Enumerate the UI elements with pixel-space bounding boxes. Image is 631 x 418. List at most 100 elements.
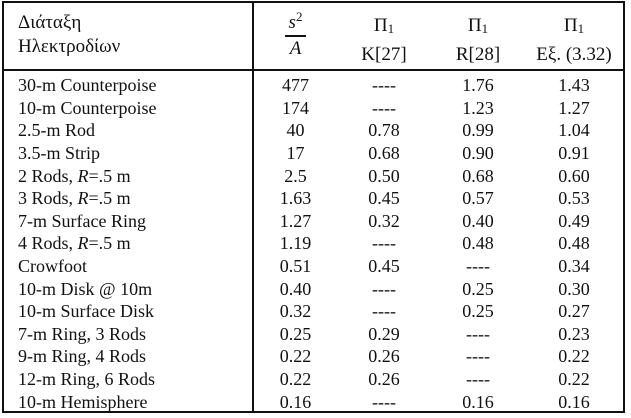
pi1-eq332-value-cell: 0.27 bbox=[558, 301, 590, 322]
pi1-eq332-value-cell: 0.53 bbox=[558, 188, 590, 209]
pi1-r28-value-cell: 0.40 bbox=[462, 210, 494, 231]
pi1-eq332-value-cell: 0.22 bbox=[558, 346, 590, 367]
s2a-value-cell: 477 bbox=[282, 75, 309, 96]
pi1-eq332-value-cell: 0.34 bbox=[558, 256, 590, 277]
header-col0-line2: Ηλεκτροδίων bbox=[18, 36, 121, 57]
fraction-denominator: A bbox=[289, 38, 302, 59]
pi1-r28-value-cell: 0.99 bbox=[462, 120, 494, 141]
pi1-r28-value-cell: 0.57 bbox=[462, 188, 494, 209]
table-row: 10-m Disk @ 10m 0.40 ---- 0.25 0.30 bbox=[4, 277, 623, 300]
electrode-name-cell: Crowfoot bbox=[4, 254, 254, 278]
s2a-value-cell: 0.22 bbox=[279, 369, 312, 390]
pi1-eq332-value-cell: 1.27 bbox=[558, 97, 590, 118]
electrode-name-cell: 2 Rods, R=.5 m bbox=[4, 164, 254, 187]
electrode-name-cell: 7-m Ring, 3 Rods bbox=[4, 322, 254, 346]
header-electrode-arrangement: Διάταξη Ηλεκτροδίων bbox=[4, 3, 254, 71]
header-col0-line1: Διάταξη bbox=[18, 12, 82, 33]
pi1-k27-value-cell: ---- bbox=[372, 301, 396, 322]
pi1-k27-value-cell: 0.26 bbox=[368, 346, 400, 367]
s2a-value-cell: 40 bbox=[286, 120, 305, 141]
electrode-name-cell: 10-m Surface Disk bbox=[4, 299, 254, 323]
pi1-k27-value-cell: ---- bbox=[372, 391, 396, 412]
s2a-value-cell: 0.51 bbox=[279, 256, 312, 277]
table-row: 9-m Ring, 4 Rods 0.22 0.26 ---- 0.22 bbox=[4, 345, 623, 368]
electrode-name-cell: 7-m Surface Ring bbox=[4, 209, 254, 233]
table-row: 3 Rods, R=.5 m 1.63 0.45 0.57 0.53 bbox=[4, 186, 623, 210]
electrode-name-cell: 4 Rods, R=.5 m bbox=[4, 232, 254, 255]
header-pi1-k27: Π1 K[27] bbox=[337, 3, 431, 71]
pi1-r28-value-cell: 0.16 bbox=[462, 391, 494, 412]
s2a-value-cell: 1.19 bbox=[279, 233, 312, 254]
pi1-eq332-value-cell: 1.04 bbox=[558, 120, 590, 141]
s2a-value-cell: 1.27 bbox=[279, 210, 312, 231]
table-row: 10-m Counterpoise 174 ---- 1.23 1.27 bbox=[4, 96, 623, 120]
s2a-value-cell: 0.32 bbox=[279, 301, 312, 322]
table-row: 30-m Counterpoise 477 ---- 1.76 1.43 bbox=[4, 70, 623, 97]
table-row: 10-m Hemisphere 0.16 ---- 0.16 0.16 bbox=[4, 390, 623, 413]
header-pi1-symbol: Π1 bbox=[373, 15, 395, 36]
table-row: Crowfoot 0.51 0.45 ---- 0.34 bbox=[4, 254, 623, 278]
electrode-name-cell: 10-m Hemisphere bbox=[4, 390, 254, 413]
table-row: 3.5-m Strip 17 0.68 0.90 0.91 bbox=[4, 141, 623, 165]
header-ref-k27: K[27] bbox=[361, 44, 407, 65]
table-row: 10-m Surface Disk 0.32 ---- 0.25 0.27 bbox=[4, 299, 623, 323]
pi1-k27-value-cell: 0.78 bbox=[368, 120, 400, 141]
electrode-name-cell: 2.5-m Rod bbox=[4, 119, 254, 142]
pi1-r28-value-cell: 0.25 bbox=[462, 301, 494, 322]
s2a-value-cell: 0.40 bbox=[279, 278, 312, 299]
pi1-r28-value-cell: 0.25 bbox=[462, 278, 494, 299]
header-pi1-r28: Π1 R[28] bbox=[431, 3, 525, 71]
table-row: 2.5-m Rod 40 0.78 0.99 1.04 bbox=[4, 119, 623, 142]
pi1-r28-value-cell: 0.48 bbox=[462, 233, 494, 254]
electrode-name-cell: 3.5-m Strip bbox=[4, 141, 254, 165]
pi1-r28-value-cell: ---- bbox=[466, 256, 490, 277]
pi1-k27-value-cell: 0.45 bbox=[368, 256, 400, 277]
pi1-eq332-value-cell: 0.22 bbox=[558, 369, 590, 390]
pi1-eq332-value-cell: 0.16 bbox=[558, 391, 590, 412]
pi1-k27-value-cell: ---- bbox=[372, 278, 396, 299]
table-row: 2 Rods, R=.5 m 2.5 0.50 0.68 0.60 bbox=[4, 164, 623, 187]
pi1-r28-value-cell: 1.76 bbox=[462, 75, 494, 96]
pi1-eq332-value-cell: 0.23 bbox=[558, 323, 590, 344]
pi1-eq332-value-cell: 0.60 bbox=[558, 165, 590, 186]
pi1-k27-value-cell: ---- bbox=[372, 233, 396, 254]
table-header: Διάταξη Ηλεκτροδίων s2 A Π1 K[27] Π1 R[2… bbox=[4, 3, 623, 71]
table-body: 30-m Counterpoise 477 ---- 1.76 1.43 10-m Cou… bbox=[4, 70, 623, 413]
table-row: 12-m Ring, 6 Rods 0.22 0.26 ---- 0.22 bbox=[4, 367, 623, 391]
electrode-name-cell: 10-m Counterpoise bbox=[4, 96, 254, 120]
pi1-k27-value-cell: 0.29 bbox=[368, 323, 400, 344]
s2a-value-cell: 2.5 bbox=[284, 165, 307, 186]
pi1-eq332-value-cell: 1.43 bbox=[558, 75, 590, 96]
electrode-name-cell: 3 Rods, R=.5 m bbox=[4, 186, 254, 210]
s2a-value-cell: 1.63 bbox=[279, 188, 312, 209]
pi1-k27-value-cell: ---- bbox=[372, 97, 396, 118]
pi1-k27-value-cell: 0.32 bbox=[368, 210, 400, 231]
pi1-k27-value-cell: ---- bbox=[372, 75, 396, 96]
electrode-name-cell: 10-m Disk @ 10m bbox=[4, 277, 254, 300]
pi1-eq332-value-cell: 0.30 bbox=[558, 278, 590, 299]
electrode-table-frame: Διάταξη Ηλεκτροδίων s2 A Π1 K[27] Π1 R[2… bbox=[2, 1, 625, 413]
pi1-r28-value-cell: ---- bbox=[466, 369, 490, 390]
table-row: 7-m Surface Ring 1.27 0.32 0.40 0.49 bbox=[4, 209, 623, 233]
s2a-value-cell: 174 bbox=[282, 97, 309, 118]
header-pi1-eq332: Π1 Εξ. (3.32) bbox=[525, 3, 623, 71]
pi1-k27-value-cell: 0.50 bbox=[368, 165, 400, 186]
s2a-value-cell: 0.16 bbox=[279, 391, 312, 412]
header-ref-r28: R[28] bbox=[455, 44, 501, 65]
table-row: 7-m Ring, 3 Rods 0.25 0.29 ---- 0.23 bbox=[4, 322, 623, 346]
electrode-name-cell: 12-m Ring, 6 Rods bbox=[4, 367, 254, 391]
pi1-r28-value-cell: ---- bbox=[466, 323, 490, 344]
pi1-r28-value-cell: 0.68 bbox=[462, 165, 494, 186]
pi1-k27-value-cell: 0.45 bbox=[368, 188, 400, 209]
header-s2-over-a: s2 A bbox=[253, 3, 337, 71]
electrode-name-cell: 9-m Ring, 4 Rods bbox=[4, 345, 254, 368]
pi1-eq332-value-cell: 0.48 bbox=[558, 233, 590, 254]
s2a-value-cell: 0.25 bbox=[279, 323, 312, 344]
pi1-k27-value-cell: 0.26 bbox=[368, 369, 400, 390]
header-pi1-symbol: Π1 bbox=[563, 15, 585, 36]
electrode-name-cell: 30-m Counterpoise bbox=[4, 70, 254, 97]
table-row: 4 Rods, R=.5 m 1.19 ---- 0.48 0.48 bbox=[4, 232, 623, 255]
pi1-eq332-value-cell: 0.49 bbox=[558, 210, 590, 231]
pi1-eq332-value-cell: 0.91 bbox=[558, 143, 590, 164]
fraction-s2-over-a: s2 A bbox=[284, 7, 307, 59]
